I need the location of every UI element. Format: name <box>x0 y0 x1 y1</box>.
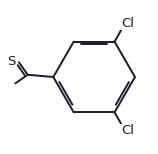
Text: Cl: Cl <box>122 17 135 30</box>
Text: S: S <box>7 55 15 68</box>
Text: Cl: Cl <box>122 124 135 137</box>
